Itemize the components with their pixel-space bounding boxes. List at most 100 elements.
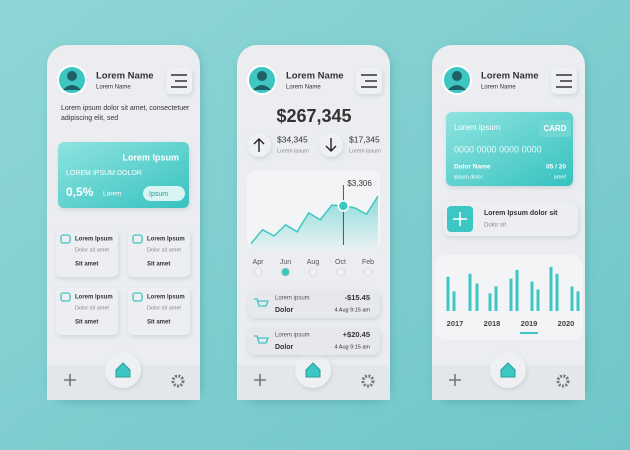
tile-icon — [132, 234, 143, 244]
avatar-head — [452, 71, 462, 81]
label: Lorem ipsum — [454, 123, 501, 132]
expense-label: Lorem ipsum — [349, 148, 381, 154]
user-name: Lorem Name — [481, 71, 539, 82]
plus-icon — [453, 212, 467, 226]
month-label: Apr — [253, 259, 265, 266]
transaction[interactable] — [247, 290, 380, 318]
action-row[interactable] — [443, 202, 578, 236]
label: ipsum dolor — [454, 174, 483, 180]
expense-amount: $17,345 — [349, 134, 380, 144]
bar — [515, 269, 519, 311]
action-title: Lorem Ipsum dolor sit — [484, 210, 558, 217]
income-amount: $34,345 — [277, 134, 308, 144]
transaction-date: 4 Aug 9:15 am — [335, 344, 371, 350]
nav-bottom — [432, 380, 585, 400]
month-label: Oct — [335, 259, 346, 266]
intro-text: Lorem ipsum dolor sit amet, consectetuer — [61, 105, 190, 112]
bar — [446, 276, 450, 311]
tile-title: Lorem Ipsum — [147, 295, 185, 301]
month-dot[interactable] — [253, 267, 263, 277]
transaction-amount: -$15.45 — [345, 293, 370, 302]
user-subname: Lorem Name — [286, 85, 321, 91]
month-dot[interactable] — [308, 267, 318, 277]
tile-icon — [60, 292, 71, 302]
month-dot[interactable] — [363, 267, 373, 277]
year-label: 2019 — [521, 319, 538, 328]
month-dot[interactable] — [336, 267, 345, 277]
transaction-name: Dolor — [275, 344, 294, 351]
year-label: 2017 — [447, 319, 464, 328]
promo-button[interactable] — [143, 186, 185, 201]
tile-subtitle: Dolor sit amet — [147, 305, 181, 311]
tile[interactable] — [128, 288, 190, 335]
label: 05 / 20 — [546, 164, 566, 171]
avatar-head — [67, 71, 77, 81]
bar — [494, 286, 498, 311]
bar — [555, 273, 559, 311]
month-label: Feb — [362, 259, 374, 266]
settings-button[interactable] — [171, 374, 185, 388]
month-dot[interactable] — [281, 267, 290, 277]
add-button[interactable] — [254, 374, 266, 386]
transaction-amount: +$20.45 — [343, 330, 370, 339]
transaction[interactable] — [247, 327, 380, 355]
label: LOREM IPSUM DOLOR — [66, 170, 142, 177]
home-icon — [305, 362, 321, 378]
bar — [509, 278, 513, 311]
tile-footer: Sit amet — [147, 320, 170, 326]
tile-footer: Sit amet — [147, 262, 170, 268]
avatar-body — [63, 85, 81, 90]
tile-title: Lorem Ipsum — [75, 237, 113, 243]
add-button[interactable] — [449, 374, 461, 386]
tile[interactable] — [56, 288, 118, 335]
label: amet — [554, 174, 567, 180]
tile[interactable] — [128, 230, 190, 277]
transaction-date: 4 Aug 9:15 am — [335, 307, 371, 313]
bar — [549, 266, 553, 311]
income-label: Lorem ipsum — [277, 148, 309, 154]
transaction-name: Dolor — [275, 307, 294, 314]
label: CARD — [543, 124, 566, 133]
tile-footer: Sit amet — [75, 320, 98, 326]
tile[interactable] — [56, 230, 118, 277]
cart-icon — [254, 298, 269, 307]
tile-title: Lorem Ipsum — [147, 237, 185, 243]
user-subname: Lorem Name — [96, 85, 131, 91]
tile-footer: Sit amet — [75, 262, 98, 268]
bar — [488, 293, 492, 311]
settings-button[interactable] — [556, 374, 570, 388]
value-label: $3,306 — [347, 179, 372, 188]
nav-bottom — [237, 380, 390, 400]
bar — [536, 289, 540, 311]
tile-subtitle: Dolor sit amet — [75, 305, 109, 311]
tile-subtitle: Dolor sit amet — [75, 247, 109, 253]
bar — [475, 283, 479, 311]
tile-icon — [60, 234, 71, 244]
label: Dolor Name — [454, 164, 491, 171]
cart-icon — [254, 335, 269, 344]
user-subname: Lorem Name — [481, 85, 516, 91]
chart-line — [250, 195, 379, 245]
bar — [452, 291, 456, 311]
add-button[interactable] — [64, 374, 76, 386]
settings-button[interactable] — [361, 374, 375, 388]
action-subtitle: Dolor sit — [484, 223, 506, 229]
home-icon — [115, 362, 131, 378]
bar — [468, 273, 472, 311]
label: Lorem — [103, 191, 121, 198]
transaction-title: Lorem ipsum — [275, 296, 310, 302]
label: 0000 0000 0000 0000 — [454, 144, 542, 154]
home-icon — [500, 362, 516, 378]
bar — [576, 291, 580, 311]
transaction-title: Lorem ipsum — [275, 333, 310, 339]
avatar-head — [257, 71, 267, 81]
bar — [570, 286, 574, 311]
card-badge — [539, 120, 571, 137]
phone — [47, 45, 200, 400]
expense-arrow — [325, 138, 337, 152]
bar — [530, 281, 534, 311]
label: Lorem Ipsum — [122, 152, 179, 162]
nav-bottom — [47, 380, 200, 400]
